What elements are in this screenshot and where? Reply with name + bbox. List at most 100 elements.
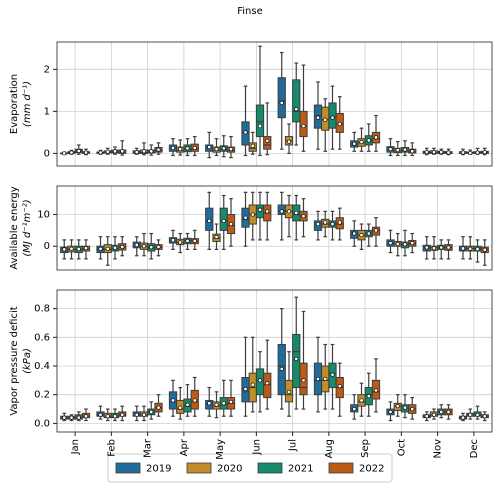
box-group: [357, 127, 366, 152]
box-group: [248, 336, 257, 413]
mean-marker: [460, 246, 465, 251]
box-group: [277, 308, 286, 410]
box-group: [393, 232, 402, 257]
x-tick-label: Aug: [324, 439, 335, 459]
box-group: [74, 239, 83, 260]
y-tick-label: 0.8: [34, 304, 50, 315]
mean-marker: [424, 150, 429, 155]
box-group: [480, 411, 489, 422]
box-group: [103, 408, 112, 422]
box-group: [408, 396, 417, 420]
mean-marker: [330, 372, 335, 377]
mean-marker: [149, 245, 154, 250]
x-tick-label: Jul: [288, 439, 299, 452]
mean-marker: [286, 139, 291, 144]
mean-marker: [134, 242, 139, 247]
mean-marker: [431, 246, 436, 251]
mean-marker: [156, 244, 161, 249]
box-group: [313, 81, 323, 150]
box-group: [371, 358, 381, 413]
box-group: [60, 412, 69, 422]
box-group: [219, 194, 228, 250]
box-group: [371, 114, 381, 152]
box-group: [299, 64, 308, 152]
box-group: [357, 382, 366, 417]
y-tick-label: 0.2: [34, 390, 50, 401]
mean-marker: [98, 412, 103, 417]
box-group: [74, 144, 83, 155]
mean-marker: [439, 150, 444, 155]
box-group: [103, 147, 112, 155]
mean-marker: [330, 115, 335, 120]
mean-marker: [286, 389, 291, 394]
box-group: [176, 139, 185, 156]
box-group: [263, 102, 272, 156]
x-tick-label: Feb: [106, 439, 117, 457]
box-group: [466, 236, 475, 260]
mean-marker: [315, 376, 320, 381]
mean-marker: [431, 412, 436, 417]
box-group: [212, 223, 221, 250]
mean-marker: [359, 233, 364, 238]
box-group: [350, 394, 359, 420]
mean-marker: [373, 135, 378, 140]
box-group: [81, 408, 91, 422]
box-group: [81, 239, 91, 260]
box-group: [437, 239, 446, 260]
y-tick-label: 0.6: [34, 332, 50, 343]
mean-marker: [482, 414, 487, 419]
box-group: [248, 191, 257, 241]
mean-marker: [142, 412, 147, 417]
box-group: [147, 232, 156, 260]
mean-marker: [76, 415, 81, 420]
box-group: [299, 198, 308, 238]
mean-marker: [250, 143, 255, 148]
mean-marker: [149, 409, 154, 414]
mean-marker: [214, 402, 219, 407]
box-group: [60, 239, 69, 260]
mean-marker: [337, 220, 342, 225]
box-group: [328, 85, 337, 150]
mean-marker: [279, 100, 284, 105]
box: [255, 104, 265, 138]
mean-marker: [265, 209, 270, 214]
y-tick-label: 2: [44, 64, 50, 75]
mean-marker: [410, 149, 415, 154]
box-group: [183, 138, 192, 157]
box-group: [422, 411, 431, 422]
mean-marker: [475, 150, 480, 155]
mean-marker: [207, 401, 212, 406]
box-group: [248, 131, 257, 155]
box-group: [284, 351, 294, 417]
mean-marker: [468, 150, 473, 155]
mean-marker: [178, 240, 183, 245]
mean-marker: [279, 366, 284, 371]
box-group: [466, 149, 475, 155]
box-group: [335, 96, 344, 150]
box-group: [437, 148, 446, 155]
box-group: [139, 142, 149, 156]
box-group: [103, 236, 112, 266]
box-group: [96, 405, 105, 420]
mean-marker: [221, 401, 226, 406]
mean-marker: [388, 409, 393, 414]
box-group: [458, 148, 468, 156]
box-group: [444, 404, 453, 420]
plot-frame: [56, 289, 493, 433]
x-tick-label: Sep: [360, 439, 371, 458]
mean-marker: [185, 238, 190, 243]
box-group: [313, 336, 323, 413]
mean-marker: [294, 356, 299, 361]
mean-marker: [62, 247, 67, 252]
box-group: [241, 191, 250, 247]
box-group: [429, 147, 439, 155]
box-group: [110, 236, 120, 260]
mean-marker: [185, 146, 190, 151]
box-group: [255, 45, 265, 157]
box-group: [263, 339, 272, 410]
box-group: [255, 191, 265, 241]
mean-marker: [178, 147, 183, 152]
box-group: [292, 194, 301, 241]
mean-marker: [424, 414, 429, 419]
box-group: [190, 376, 199, 417]
